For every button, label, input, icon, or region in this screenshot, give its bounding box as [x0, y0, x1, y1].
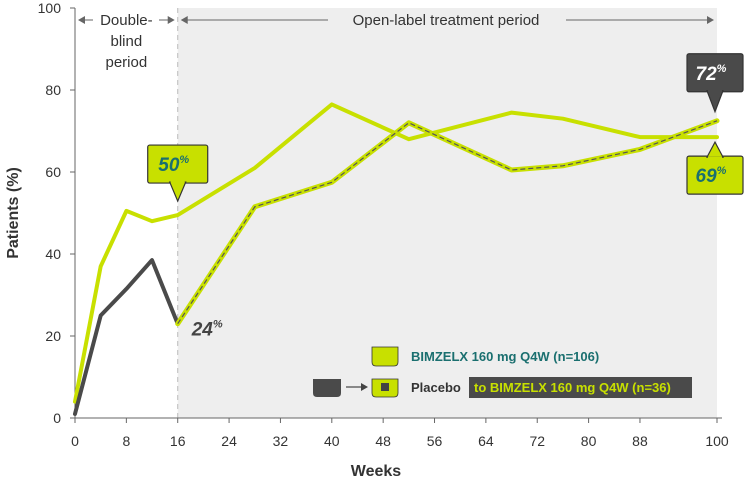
double-blind-arrow-left-head: [78, 16, 85, 24]
double-blind-arrow-right-head: [167, 16, 175, 24]
x-tick-label: 56: [427, 433, 443, 449]
x-tick-label: 24: [221, 433, 237, 449]
legend-bimzelx-swatch: [371, 346, 399, 367]
x-tick-label: 48: [375, 433, 391, 449]
legend-arrow-head: [361, 383, 368, 391]
y-tick-label: 100: [38, 0, 62, 16]
y-tick-label: 40: [45, 246, 61, 262]
callout-69-label: 69%: [696, 165, 727, 187]
series-line-placebo: [73, 258, 180, 416]
legend-placebo-label: Placebo: [411, 380, 461, 395]
y-axis-title: Patients (%): [5, 167, 22, 259]
series-line-bimzelx: [73, 102, 719, 404]
legend-highlight-bg: [469, 377, 692, 398]
y-tick-label: 80: [45, 82, 61, 98]
open-label-period-label: Open-label treatment period: [353, 12, 540, 29]
callout-72-label: 72%: [696, 63, 727, 85]
legend-highlight-label: to BIMZELX 160 mg Q4W (n=36): [474, 380, 671, 395]
x-tick-label: 40: [324, 433, 340, 449]
x-tick-label: 88: [632, 433, 648, 449]
callout-72-pointer-mask: [708, 88, 722, 92]
legend-swatch-dot: [381, 383, 389, 391]
open-label-arrow-left-head: [180, 16, 188, 24]
open-label-period-shading: [177, 8, 718, 418]
callout-69-pointer-mask: [708, 156, 722, 160]
double-blind-period-label: period: [106, 54, 148, 71]
legend-placebo-swatch: [313, 379, 341, 397]
legend-bimzelx-label: BIMZELX 160 mg Q4W (n=106): [411, 349, 599, 364]
x-tick-label: 32: [273, 433, 289, 449]
x-axis-title: Weeks: [351, 463, 402, 480]
x-tick-label: 72: [529, 433, 545, 449]
x-tick-label: 16: [170, 433, 186, 449]
x-tick-label: 0: [71, 433, 79, 449]
y-tick-label: 60: [45, 164, 61, 180]
x-tick-label: 80: [581, 433, 597, 449]
y-tick-label: 20: [45, 328, 61, 344]
open-label-label-bg: [328, 10, 566, 30]
callout-50-label: 50%: [158, 154, 189, 176]
callout-50-pointer-mask: [170, 180, 185, 184]
y-tick-label: 0: [53, 410, 61, 426]
double-blind-label-bg: [93, 10, 159, 30]
double-blind-period-label: Double-: [100, 12, 153, 29]
open-label-arrow-right-head: [707, 16, 714, 24]
x-tick-label: 100: [705, 433, 729, 449]
callout-24-label: 24%: [191, 319, 223, 341]
series-dash-overlay: [177, 120, 718, 325]
double-blind-period-label: blind: [111, 33, 143, 50]
x-tick-label: 64: [478, 433, 494, 449]
x-tick-label: 8: [122, 433, 130, 449]
